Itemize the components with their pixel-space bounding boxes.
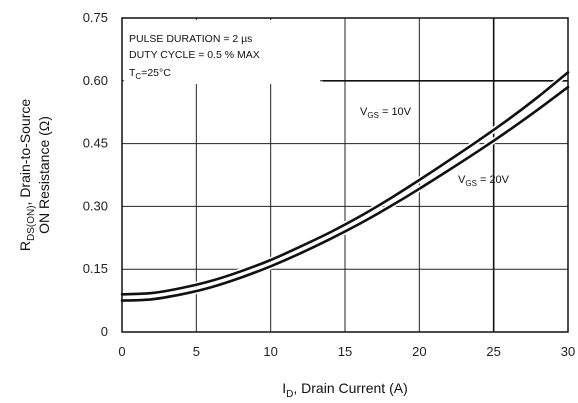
x-tick-label-30: 30	[561, 344, 575, 359]
tick-labels: 0 5 10 15 20 25 30 0 0.15 0.30 0.45 0.60 0.75	[83, 10, 576, 359]
annotation-background	[124, 20, 320, 84]
x-tick-label-10: 10	[263, 344, 277, 359]
y-tick-label-0.30: 0.30	[83, 198, 108, 213]
series-label-vgs-20v: VGS = 20V	[458, 174, 510, 188]
y-tick-label-0.75: 0.75	[83, 10, 108, 25]
series-line-0	[120, 71, 570, 296]
annotation-case-temperature: TC=25°C	[129, 67, 171, 81]
y-tick-label-0.15: 0.15	[83, 261, 108, 276]
x-tick-label-20: 20	[412, 344, 426, 359]
annotation-pulse-duration: PULSE DURATION = 2 µs	[129, 33, 252, 45]
y-tick-label-0.60: 0.60	[83, 73, 108, 88]
series-line-1	[120, 85, 570, 302]
x-tick-label-0: 0	[118, 344, 125, 359]
plot-frame	[121, 17, 569, 333]
annotation-duty-cycle: DUTY CYCLE = 0.5 % MAX	[129, 49, 260, 61]
grid	[122, 18, 568, 332]
x-tick-label-25: 25	[486, 344, 500, 359]
y-tick-label-0.45: 0.45	[83, 136, 108, 151]
x-tick-label-5: 5	[193, 344, 200, 359]
annotation-box: PULSE DURATION = 2 µs DUTY CYCLE = 0.5 %…	[129, 33, 260, 81]
series-layer	[120, 70, 570, 304]
y-axis-label-line1: RDS(ON), Drain-to-Source	[17, 99, 37, 251]
x-axis-label: ID, Drain Current (A)	[282, 380, 407, 400]
y-axis-label: RDS(ON), Drain-to-Source ON Resistance (…	[17, 99, 52, 251]
y-axis-label-line2: ON Resistance (Ω)	[36, 116, 52, 234]
series-label-vgs-10v: VGS = 10V	[360, 106, 412, 120]
x-tick-label-15: 15	[338, 344, 352, 359]
y-tick-label-0: 0	[101, 324, 108, 339]
